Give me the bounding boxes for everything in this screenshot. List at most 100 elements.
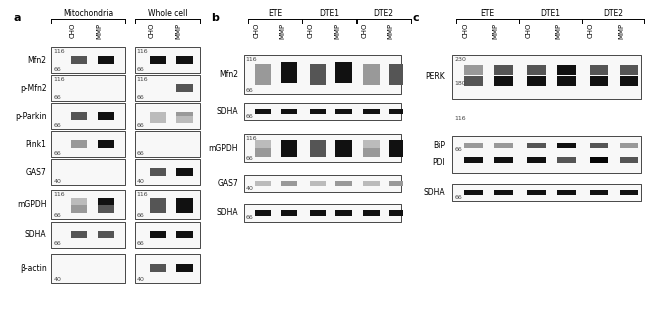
Bar xyxy=(51,222,125,248)
Bar xyxy=(135,131,200,157)
Text: 66: 66 xyxy=(136,122,144,127)
Bar xyxy=(281,148,297,157)
Bar xyxy=(309,181,326,186)
Text: 40: 40 xyxy=(53,277,61,282)
Bar xyxy=(527,190,546,195)
Bar xyxy=(363,140,380,148)
Bar xyxy=(176,116,193,123)
Text: 116: 116 xyxy=(136,49,148,54)
Bar xyxy=(244,103,401,120)
Text: 66: 66 xyxy=(53,67,61,71)
Bar xyxy=(98,198,114,206)
Bar xyxy=(281,109,297,115)
Bar xyxy=(558,143,576,148)
Text: MMP: MMP xyxy=(96,23,103,39)
Bar xyxy=(558,66,576,75)
Bar xyxy=(558,76,576,86)
Text: 66: 66 xyxy=(53,95,61,100)
Text: c: c xyxy=(413,13,419,23)
Text: 66: 66 xyxy=(53,122,61,127)
Bar xyxy=(389,211,406,215)
Bar xyxy=(619,190,638,195)
Bar xyxy=(558,190,576,195)
Bar xyxy=(309,109,326,115)
Text: 66: 66 xyxy=(246,156,254,161)
Text: PDI: PDI xyxy=(432,158,445,166)
Bar xyxy=(135,222,200,248)
Bar xyxy=(281,211,297,215)
Bar xyxy=(363,211,380,215)
Bar xyxy=(335,181,352,186)
Bar xyxy=(527,143,546,148)
Text: 116: 116 xyxy=(136,77,148,82)
Bar xyxy=(71,198,87,206)
Bar xyxy=(71,140,87,148)
Bar xyxy=(71,205,87,213)
Bar xyxy=(51,47,125,73)
Bar xyxy=(255,109,271,115)
Text: β-actin: β-actin xyxy=(20,264,47,273)
Text: 230: 230 xyxy=(454,57,466,62)
Text: 116: 116 xyxy=(53,49,65,54)
Bar xyxy=(150,57,166,64)
Text: 66: 66 xyxy=(136,213,144,218)
Bar xyxy=(590,158,608,163)
Text: BiP: BiP xyxy=(433,141,445,150)
Text: CHO: CHO xyxy=(70,23,75,38)
Text: MMP: MMP xyxy=(334,23,340,39)
Bar xyxy=(244,205,401,221)
Text: 66: 66 xyxy=(246,114,254,119)
Bar xyxy=(494,190,513,195)
Text: SDHA: SDHA xyxy=(25,230,47,239)
Bar xyxy=(150,116,166,123)
Bar xyxy=(176,231,193,238)
Bar xyxy=(176,205,193,213)
Text: DTE1: DTE1 xyxy=(320,9,340,18)
Text: CHO: CHO xyxy=(526,23,532,38)
Bar xyxy=(527,76,546,86)
Text: ETE: ETE xyxy=(268,9,282,18)
Text: 66: 66 xyxy=(136,241,144,246)
Bar xyxy=(619,76,638,86)
Text: 66: 66 xyxy=(53,213,61,218)
Bar xyxy=(135,75,200,101)
Text: SDHA: SDHA xyxy=(216,209,238,217)
Bar xyxy=(335,62,352,83)
Text: MMP: MMP xyxy=(387,23,394,39)
Bar xyxy=(135,254,200,283)
Bar xyxy=(389,109,406,115)
Text: 66: 66 xyxy=(246,88,254,93)
Text: DTE1: DTE1 xyxy=(541,9,561,18)
Bar xyxy=(335,148,352,157)
Bar xyxy=(389,64,406,85)
Bar xyxy=(527,66,546,75)
Text: CHO: CHO xyxy=(362,23,368,38)
Bar xyxy=(255,211,271,215)
Bar xyxy=(363,64,380,85)
Bar xyxy=(335,109,352,115)
Text: 66: 66 xyxy=(136,67,144,71)
Text: 116: 116 xyxy=(53,192,65,197)
Bar xyxy=(590,76,608,86)
Text: 40: 40 xyxy=(136,277,144,282)
Bar xyxy=(619,66,638,75)
Bar xyxy=(98,140,114,148)
Text: CHO: CHO xyxy=(588,23,594,38)
Bar xyxy=(135,159,200,185)
Text: Mitochondria: Mitochondria xyxy=(63,9,113,18)
Bar xyxy=(389,181,406,186)
Text: CHO: CHO xyxy=(148,23,154,38)
Text: CHO: CHO xyxy=(254,23,259,38)
Bar xyxy=(176,113,193,119)
Bar xyxy=(464,66,483,75)
Bar xyxy=(255,64,271,85)
Bar xyxy=(590,190,608,195)
Text: SDHA: SDHA xyxy=(423,188,445,197)
Bar xyxy=(71,57,87,64)
Bar xyxy=(335,140,352,148)
Text: p-Mfn2: p-Mfn2 xyxy=(20,83,47,93)
Bar xyxy=(98,57,114,64)
Bar xyxy=(244,55,401,94)
Bar xyxy=(150,205,166,213)
Text: MMP: MMP xyxy=(492,23,499,39)
